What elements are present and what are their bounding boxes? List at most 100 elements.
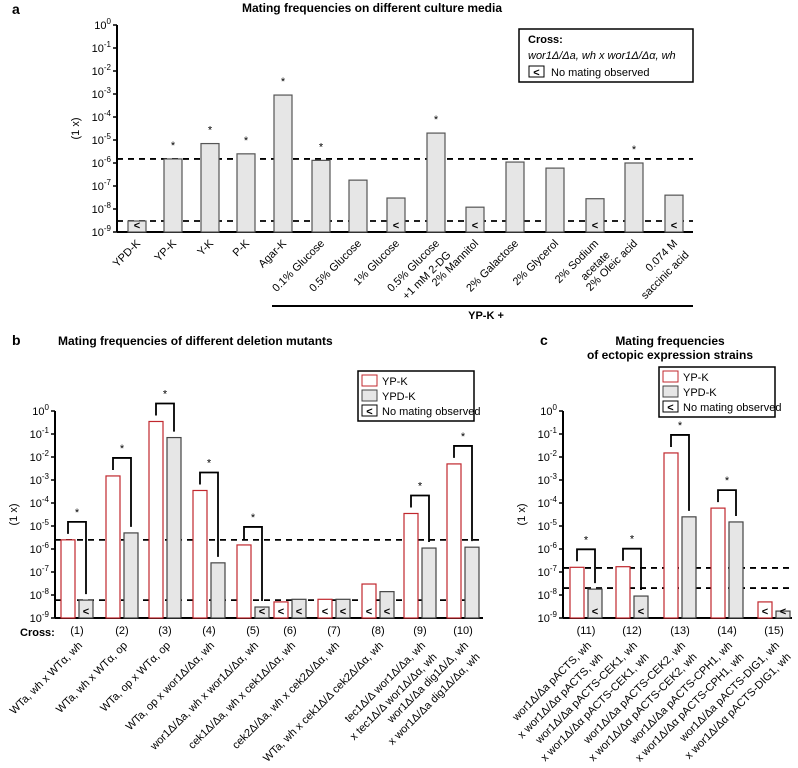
y-tick-label: 10-5: [30, 518, 50, 533]
significance-asterisk: *: [120, 443, 125, 455]
bar-ypd-k: [421, 547, 437, 619]
significance-asterisk: *: [171, 140, 176, 152]
cross-number: (5): [246, 625, 259, 637]
bar: [664, 194, 684, 233]
y-tick-label: 10-3: [92, 86, 112, 101]
no-mating-marker: <: [762, 606, 768, 618]
bar-ypd-k: [166, 436, 182, 619]
bar-ypd-k: [775, 610, 791, 619]
no-mating-marker: <: [366, 606, 372, 618]
no-mating-marker: <: [780, 606, 786, 618]
bar-yp-k: [105, 475, 121, 619]
y-tick-label: 10-7: [30, 564, 50, 579]
significance-bracket: [67, 520, 87, 595]
no-mating-marker: <: [638, 606, 644, 618]
no-mating-marker: <: [384, 606, 390, 618]
legend-no-mating-swatch: [361, 404, 378, 417]
no-mating-marker: <: [322, 606, 328, 618]
significance-bracket: [112, 457, 132, 527]
no-mating-marker: <: [278, 606, 284, 618]
bar-ypd-k: [633, 595, 649, 619]
y-tick-label: 10-4: [30, 495, 50, 510]
cross-label: WTa, wh x WTα, wh: [8, 640, 85, 717]
bar-yp-k: [446, 463, 462, 619]
y-tick-label: 10-9: [30, 610, 50, 625]
y-tick-label: 10-6: [538, 541, 558, 556]
bar: [273, 94, 293, 233]
panel-label-c: c: [540, 332, 548, 348]
significance-bracket: [453, 445, 473, 542]
significance-bracket: [576, 548, 596, 584]
bar: [163, 158, 183, 233]
legend-item-ypd-k: YPD-K: [683, 387, 717, 399]
significance-bracket: [199, 471, 219, 557]
legend-no-mating: No mating observed: [382, 406, 480, 418]
bar: [348, 179, 368, 233]
bar: [200, 142, 220, 233]
y-tick-label: 10-2: [538, 449, 558, 464]
bar: [624, 162, 644, 233]
bar-ypd-k: [210, 562, 226, 619]
y-tick-label: 10-9: [92, 224, 112, 239]
y-axis-label: (1 x): [516, 504, 528, 526]
y-tick-label: 10-7: [538, 564, 558, 579]
no-mating-marker: <: [83, 606, 89, 618]
y-tick-label: 10-8: [92, 201, 112, 216]
y-tick-label: 10-2: [92, 63, 112, 78]
cross-label: WTa, op x wor1Δ/Δα, wh: [124, 640, 217, 733]
bar-ypd-k: [464, 546, 480, 619]
legend-no-mating-swatch: [662, 400, 679, 413]
bar: [311, 159, 331, 233]
bar: [386, 197, 406, 233]
no-mating-marker: <: [340, 606, 346, 618]
chart-title-c: of ectopic expression strains: [587, 348, 753, 362]
y-axis-label: (1 x): [70, 118, 82, 140]
bar-yp-k: [236, 544, 252, 619]
bar-yp-k: [710, 507, 726, 619]
cross-number: (1): [70, 625, 83, 637]
significance-bracket: [410, 494, 430, 543]
legend-cross: wor1Δ/Δa, wh x wor1Δ/Δα, wh: [528, 50, 676, 62]
y-tick-label: 10-8: [30, 587, 50, 602]
y-tick-label: 100: [94, 17, 111, 32]
bar-yp-k: [148, 420, 164, 619]
y-tick-label: 10-4: [92, 109, 112, 124]
no-mating-marker: <: [592, 220, 598, 232]
legend-item-yp-k: YP-K: [382, 376, 408, 388]
x-tick-label: YP-K: [152, 237, 179, 264]
bar: [545, 167, 565, 233]
chart-title-b: Mating frequencies of different deletion…: [58, 334, 333, 348]
legend-no-mating: No mating observed: [683, 402, 781, 414]
y-tick-label: 100: [32, 403, 49, 418]
y-tick-label: 10-3: [30, 472, 50, 487]
bar-yp-k: [60, 539, 76, 619]
no-mating-marker: <: [366, 406, 372, 418]
legend-swatch-yp-k: [361, 374, 378, 387]
cross-number: (12): [622, 625, 642, 637]
x-tick-label: Y-K: [195, 237, 216, 258]
significance-asterisk: *: [163, 388, 168, 400]
panel-label-a: a: [12, 1, 20, 17]
bar: [505, 161, 525, 233]
legend-swatch-ypd-k: [361, 389, 378, 402]
bar-yp-k: [192, 489, 208, 619]
bar: [426, 132, 446, 233]
x-tick-label: YPD-K: [111, 237, 144, 270]
legend-swatch-yp-k: [662, 370, 679, 383]
bar-yp-k: [273, 601, 289, 619]
cross-number: (4): [202, 625, 215, 637]
y-tick-label: 100: [540, 403, 557, 418]
cross-number: (8): [371, 625, 384, 637]
y-tick-label: 10-8: [538, 587, 558, 602]
no-mating-marker: <: [259, 606, 265, 618]
group-label: YP-K +: [468, 310, 504, 322]
legend: YP-K YPD-K < No mating observed: [658, 366, 781, 418]
significance-asterisk: *: [75, 507, 80, 519]
significance-asterisk: *: [678, 420, 683, 432]
no-mating-marker: <: [533, 67, 539, 79]
cross-number: (3): [158, 625, 171, 637]
bar-ypd-k: [291, 598, 307, 619]
bar-ypd-k: [681, 516, 697, 619]
cross-number: (15): [764, 625, 784, 637]
